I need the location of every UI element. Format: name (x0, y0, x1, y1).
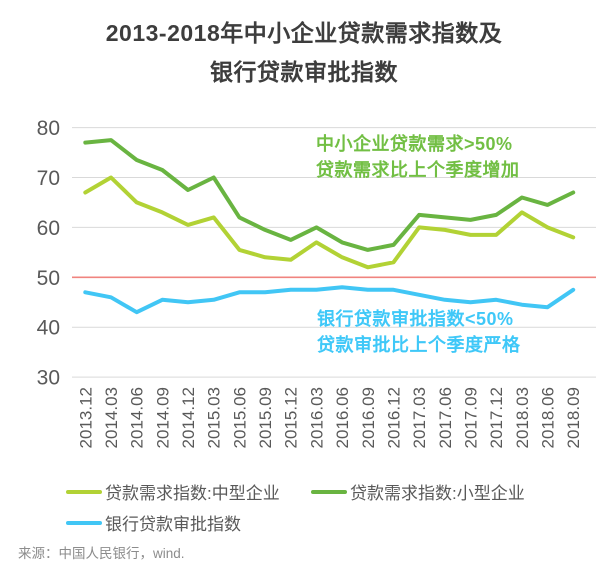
loan-demand-small-line (83, 138, 576, 252)
x-axis-label: 2018.09 (564, 387, 583, 448)
chart-title: 2013-2018年中小企业贷款需求指数及 银行贷款审批指数 (0, 14, 608, 92)
legend-label-medium: 贷款需求指数:中型企业 (105, 484, 280, 503)
x-axis-label: 2017.03 (410, 387, 429, 448)
y-axis-label: 50 (37, 267, 60, 290)
x-axis-label: 2015.12 (282, 387, 301, 448)
x-axis-label: 2014.12 (179, 387, 198, 448)
x-axis-label: 2016.09 (359, 387, 378, 448)
legend-swatch-medium (66, 489, 102, 494)
x-axis-label: 2016.03 (307, 387, 326, 448)
x-axis-label: 2014.06 (128, 387, 147, 448)
x-axis-label: 2013.12 (76, 387, 95, 448)
x-axis-label: 2016.12 (385, 387, 404, 448)
legend-item-bank-approval: 银行贷款审批指数 (66, 510, 241, 535)
annotation-bank-approval-line2: 贷款审批比上个季度严格 (317, 335, 521, 355)
x-axis-label: 2015.06 (230, 387, 249, 448)
x-axis-label: 2017.12 (487, 387, 506, 448)
x-axis-label: 2015.09 (256, 387, 275, 448)
annotation-loan-demand: 中小企业贷款需求>50% 贷款需求比上个季度增加 (316, 131, 520, 183)
chart-title-line1: 2013-2018年中小企业贷款需求指数及 (105, 20, 503, 46)
annotation-loan-demand-line2: 贷款需求比上个季度增加 (316, 160, 520, 180)
x-axis-label: 2018.06 (539, 387, 558, 448)
legend-label-approval: 银行贷款审批指数 (105, 515, 241, 534)
legend-swatch-small (311, 489, 347, 494)
x-axis-label: 2015.03 (205, 387, 224, 448)
bank-approval-line (83, 285, 576, 315)
chart-title-line2: 银行贷款审批指数 (210, 59, 398, 85)
annotation-bank-approval: 银行贷款审批指数<50% 贷款审批比上个季度严格 (317, 306, 521, 358)
y-axis-label: 30 (37, 367, 60, 390)
annotation-bank-approval-line1: 银行贷款审批指数<50% (317, 309, 514, 329)
x-axis-label: 2014.09 (153, 387, 172, 448)
source-note: 来源：中国人民银行，wind. (18, 546, 185, 561)
x-axis-label: 2016.06 (333, 387, 352, 448)
y-axis-label: 40 (37, 317, 60, 340)
x-axis-label: 2017.06 (436, 387, 455, 448)
annotation-loan-demand-line1: 中小企业贷款需求>50% (316, 134, 513, 154)
legend-item-loan-demand-small: 贷款需求指数:小型企业 (311, 479, 525, 504)
y-axis-label: 70 (37, 167, 60, 190)
loan-demand-medium-line (83, 175, 576, 270)
y-axis-label: 60 (37, 217, 60, 240)
x-axis-label: 2017.09 (462, 387, 481, 448)
legend-swatch-approval (66, 520, 102, 525)
y-axis-label: 80 (37, 117, 60, 140)
x-axis-label: 2014.03 (102, 387, 121, 448)
legend-label-small: 贷款需求指数:小型企业 (350, 484, 525, 503)
legend-item-loan-demand-medium: 贷款需求指数:中型企业 (66, 479, 280, 504)
x-axis-label: 2018.03 (513, 387, 532, 448)
